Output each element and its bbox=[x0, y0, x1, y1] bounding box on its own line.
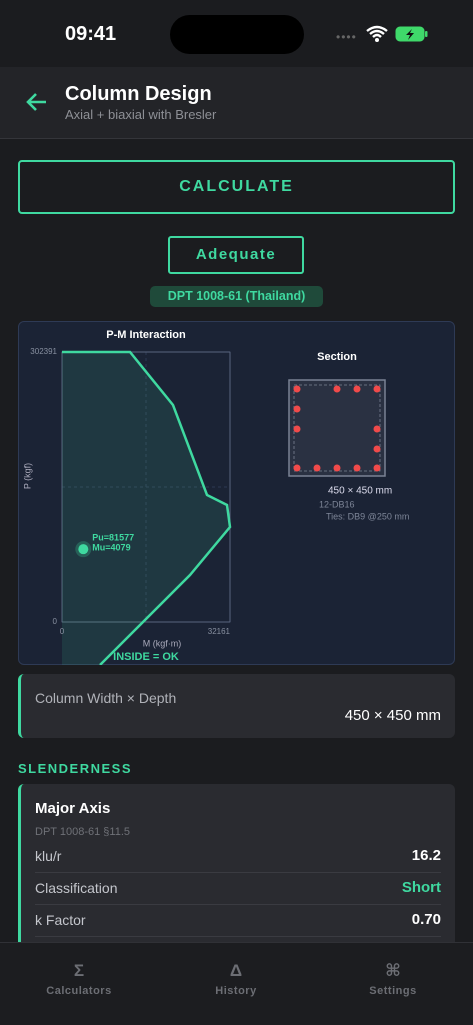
section-ties: Ties: DB9 @250 mm bbox=[326, 511, 409, 521]
code-chip: DPT 1008-61 (Thailand) bbox=[150, 286, 323, 307]
row-value: Short bbox=[401, 879, 441, 896]
input-card: Column Width × Depth 450 × 450 mm bbox=[18, 674, 455, 738]
tab-bar: Σ Calculators Δ History ⌘ Settings bbox=[0, 942, 473, 1025]
tab[interactable]: Δ History bbox=[176, 961, 296, 997]
rebars bbox=[293, 385, 381, 472]
section-size: 450 × 450 mm bbox=[328, 486, 392, 497]
tab-icon: Σ bbox=[73, 961, 85, 980]
interaction-curve bbox=[62, 350, 232, 665]
row-label: klu/r bbox=[35, 848, 62, 864]
tab-label: Calculators bbox=[46, 985, 112, 997]
annotation: INSIDE = OK bbox=[113, 651, 179, 663]
section-title: Section bbox=[317, 351, 357, 363]
load-point bbox=[78, 544, 89, 555]
wifi-icon bbox=[366, 25, 388, 42]
divider bbox=[35, 904, 441, 905]
header bbox=[0, 67, 473, 139]
row-value: 16.2 bbox=[411, 847, 441, 864]
chart-panel bbox=[18, 321, 455, 665]
x-axis-label: M (kgf·m) bbox=[143, 638, 182, 648]
title: Column Design bbox=[65, 83, 212, 105]
section-bars: 12-DB16 bbox=[319, 499, 355, 509]
battery-icon bbox=[395, 26, 428, 42]
input-label: Column Width × Depth bbox=[35, 690, 177, 706]
chart-title: P-M Interaction bbox=[106, 329, 186, 341]
tab-label: Settings bbox=[369, 985, 417, 997]
row-value: 0.70 bbox=[411, 911, 441, 928]
point-label: Pu=81577 bbox=[92, 533, 134, 543]
x-tick-label: 0 bbox=[60, 627, 65, 636]
safe-region bbox=[62, 352, 230, 665]
divider bbox=[35, 936, 441, 937]
calculate-button[interactable]: CALCULATE bbox=[18, 160, 455, 214]
y-axis-label: P (kgf) bbox=[22, 463, 32, 489]
tab-icon: ⌘ bbox=[385, 961, 401, 980]
divider bbox=[35, 872, 441, 873]
result-badge: Adequate bbox=[168, 236, 304, 274]
tab-icon: Δ bbox=[229, 961, 243, 980]
section-outline bbox=[288, 379, 386, 477]
tab-label: History bbox=[215, 985, 257, 997]
input-value[interactable]: 450 × 450 mm bbox=[344, 707, 441, 724]
tab[interactable]: Σ Calculators bbox=[19, 961, 139, 997]
pm-chart: P-M Interaction P (kgf) M (kgf·m) INSIDE = … bbox=[22, 329, 409, 665]
row-label: Classification bbox=[35, 880, 118, 896]
subtitle: Axial + biaxial with Bresler bbox=[65, 107, 217, 122]
card-reference: DPT 1008-61 §11.5 bbox=[35, 826, 130, 838]
signal: •••• bbox=[336, 30, 357, 44]
major-axis-card: Major Axis DPT 1008-61 §11.5 klu/r 16.2 … bbox=[18, 784, 455, 964]
section-heading: SLENDERNESS bbox=[18, 761, 133, 776]
row-label: k Factor bbox=[35, 912, 86, 928]
time: 09:41 bbox=[65, 23, 117, 45]
y-tick-label: 0 bbox=[53, 617, 58, 626]
tab[interactable]: ⌘ Settings bbox=[333, 961, 453, 997]
y-tick-label: 302391 bbox=[30, 347, 57, 356]
point-label: Mu=4079 bbox=[92, 543, 130, 553]
dynamic-island bbox=[170, 15, 304, 54]
back-button[interactable] bbox=[26, 92, 48, 112]
card-title: Major Axis bbox=[35, 800, 111, 817]
x-tick-label: 32161 bbox=[208, 627, 231, 636]
